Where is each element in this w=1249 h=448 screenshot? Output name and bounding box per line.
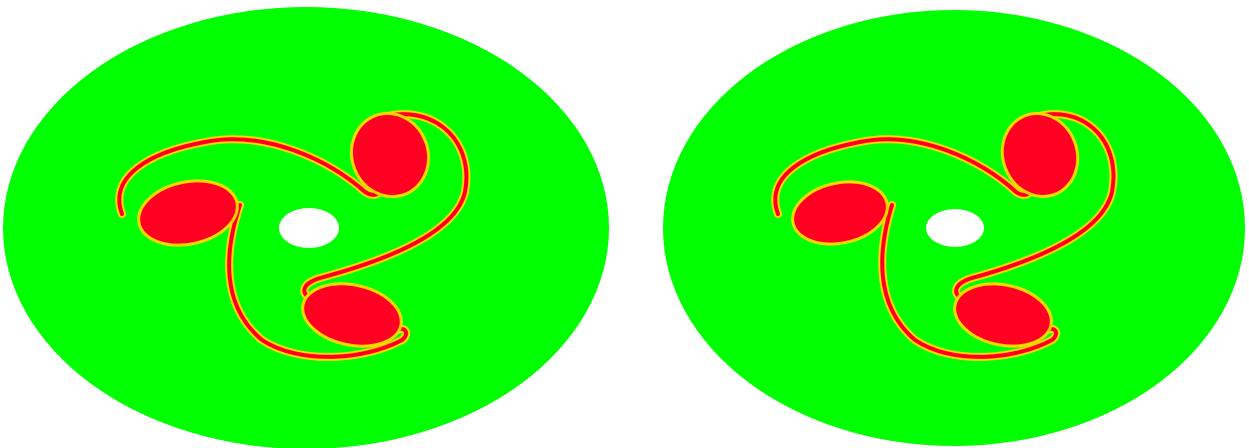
vortex-cores (791, 112, 1080, 348)
vortex-cores (137, 111, 430, 348)
vortex-core-upper-right (350, 111, 430, 199)
vortex-core-left (791, 180, 889, 246)
vortex-core-bottom (953, 282, 1053, 348)
vortex-core-upper-right (1000, 112, 1080, 198)
simulation-panel-right (663, 10, 1245, 446)
central-hole (279, 208, 339, 248)
central-hole (926, 209, 984, 247)
vortex-filaments (115, 110, 471, 361)
simulation-panel-left (3, 7, 609, 448)
vortex-filaments (771, 110, 1118, 361)
vortex-core-bottom (301, 282, 403, 348)
vortex-core-left (137, 179, 239, 247)
